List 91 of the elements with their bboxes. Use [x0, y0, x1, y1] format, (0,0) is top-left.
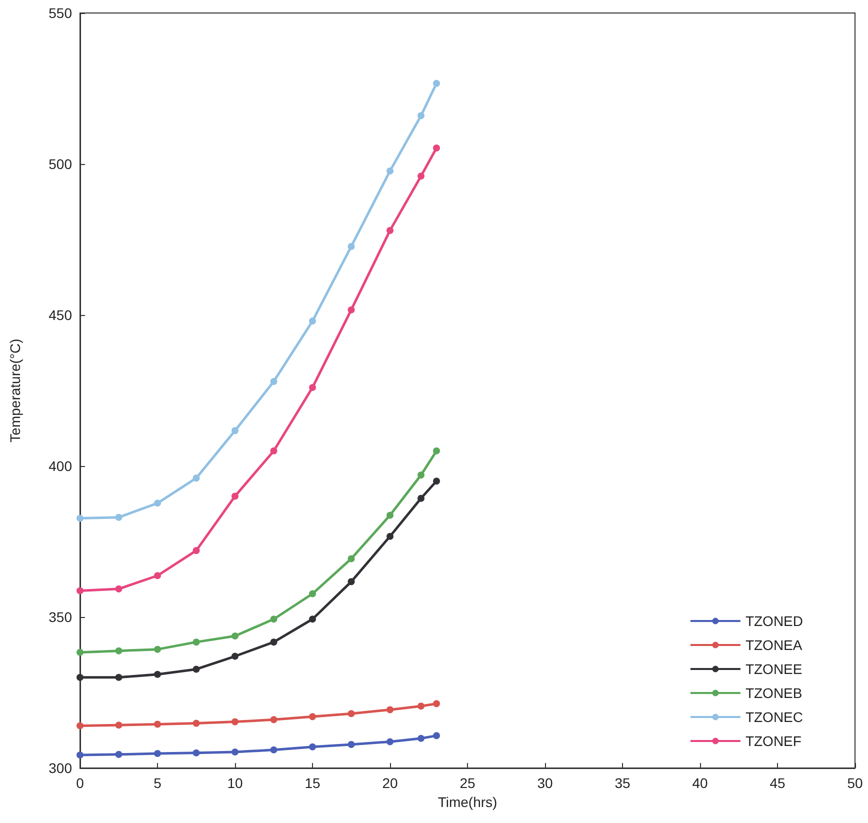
point	[232, 748, 238, 756]
point	[154, 572, 161, 580]
point	[309, 318, 316, 325]
point	[309, 590, 316, 598]
legend-label: TZONED	[745, 613, 804, 629]
y-tick-label: 450	[48, 307, 72, 323]
point	[115, 514, 122, 521]
point	[76, 722, 84, 730]
y-tick-label: 400	[48, 458, 72, 474]
point	[270, 716, 278, 724]
point	[386, 706, 394, 714]
point	[192, 474, 200, 482]
x-tick-label: 0	[76, 775, 84, 791]
point	[386, 226, 394, 234]
point	[270, 447, 278, 454]
point	[433, 732, 440, 740]
point	[115, 647, 122, 654]
point	[76, 648, 84, 656]
point	[270, 638, 278, 646]
y-tick-label: 550	[48, 5, 72, 21]
point	[418, 734, 424, 742]
x-tick-label: 50	[847, 775, 863, 791]
point	[386, 167, 394, 174]
legend-label: TZONEA	[745, 637, 803, 653]
point	[418, 112, 424, 120]
x-tick-label: 5	[154, 775, 162, 791]
point	[386, 738, 394, 746]
point	[418, 702, 424, 710]
point	[232, 492, 238, 500]
point	[115, 722, 122, 729]
x-tick-label: 15	[304, 775, 320, 791]
y-tick-label: 500	[48, 156, 72, 172]
x-tick-label: 25	[460, 775, 476, 791]
point	[386, 512, 394, 519]
point	[433, 80, 440, 87]
point	[192, 638, 200, 646]
point	[76, 587, 84, 594]
x-tick-label: 30	[537, 775, 553, 791]
point	[154, 670, 161, 678]
point	[115, 674, 122, 681]
point	[192, 749, 200, 756]
point	[309, 713, 316, 720]
point	[386, 532, 394, 540]
point	[348, 242, 355, 250]
legend-label: TZONEC	[745, 709, 804, 725]
point	[115, 585, 122, 592]
y-axis-title: Temperature(°C)	[7, 338, 23, 442]
x-tick-label: 40	[692, 775, 708, 791]
point	[270, 746, 278, 754]
point	[309, 743, 316, 750]
point	[348, 740, 355, 748]
point	[270, 616, 278, 623]
point	[348, 306, 355, 314]
point	[433, 447, 440, 454]
point	[348, 555, 355, 562]
point	[76, 752, 84, 759]
point	[192, 720, 200, 727]
x-tick-label: 20	[382, 775, 398, 791]
point	[154, 646, 161, 653]
x-tick-label: 10	[227, 775, 243, 791]
legend-label: TZONEE	[745, 661, 802, 677]
point	[309, 384, 316, 391]
point	[270, 378, 278, 385]
point	[154, 720, 161, 728]
point	[232, 652, 238, 660]
point	[192, 666, 200, 673]
point	[348, 710, 355, 718]
point	[433, 478, 440, 485]
point	[154, 750, 161, 757]
point	[418, 172, 424, 180]
y-tick-label: 350	[48, 609, 72, 625]
point	[154, 500, 161, 507]
x-tick-label: 35	[614, 775, 630, 791]
x-axis-title: Time(hrs)	[438, 794, 498, 810]
x-tick-label: 45	[770, 775, 786, 791]
y-tick-label: 300	[48, 760, 72, 776]
point	[76, 674, 84, 681]
point	[309, 616, 316, 623]
point	[433, 700, 440, 708]
legend-label: TZONEF	[745, 733, 802, 749]
legend-label: TZONEB	[745, 685, 802, 701]
point	[115, 750, 122, 758]
point	[232, 427, 238, 434]
point	[232, 718, 238, 726]
point	[418, 472, 424, 479]
point	[192, 547, 200, 554]
point	[433, 144, 440, 152]
point	[76, 514, 84, 522]
point	[348, 578, 355, 586]
point	[232, 632, 238, 640]
point	[418, 494, 424, 502]
